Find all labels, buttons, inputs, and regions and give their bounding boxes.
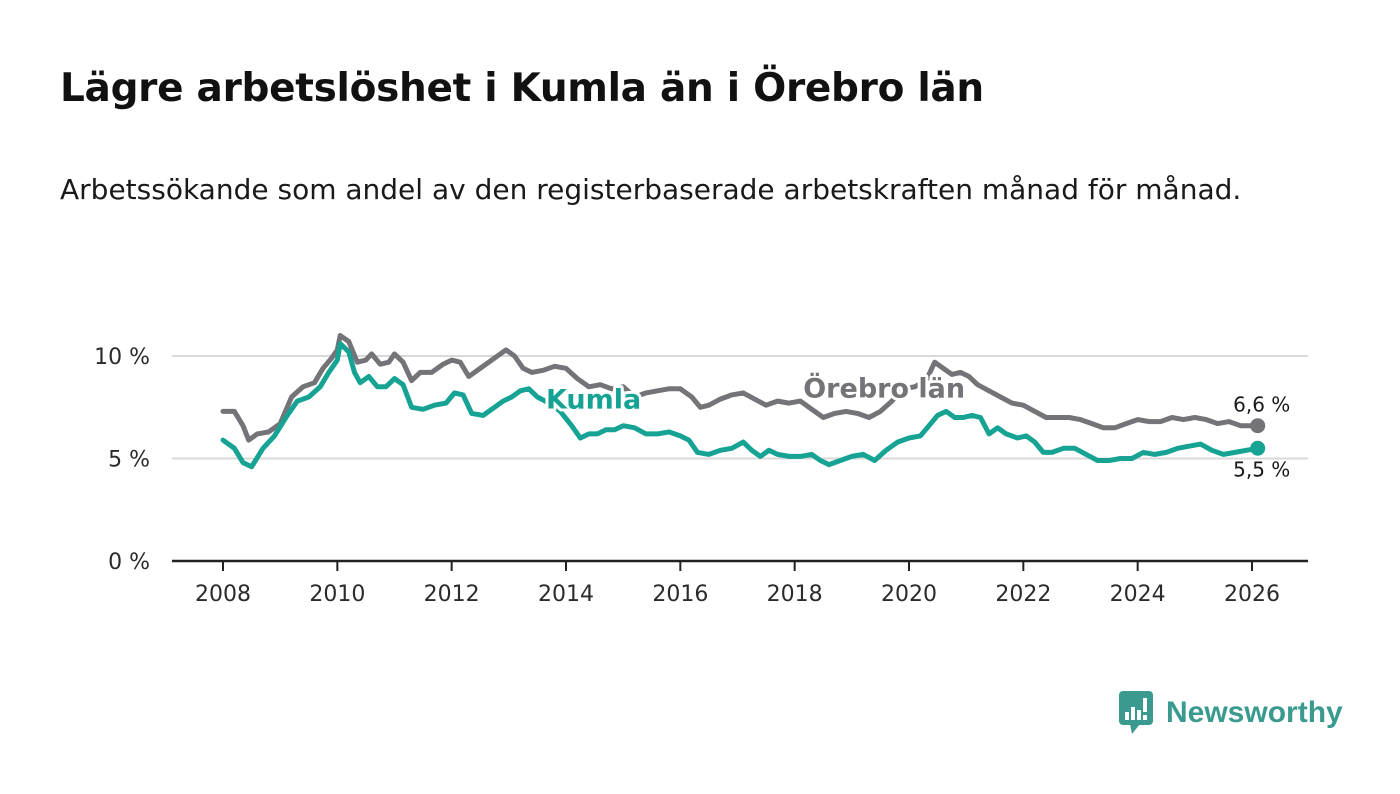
end-label-orebro: 6,6 % (1233, 393, 1290, 417)
x-tick-label: 2018 (767, 582, 823, 607)
x-tick-label: 2020 (881, 582, 937, 607)
x-tick-label: 2016 (652, 582, 708, 607)
x-tick-label: 2022 (995, 582, 1051, 607)
newsworthy-logo: Newsworthy (1118, 690, 1343, 736)
series-line-kumla (220, 341, 1261, 470)
series-line-orebro (220, 333, 1261, 443)
series-label-orebro: Örebro län (803, 371, 965, 404)
x-tick-label: 2024 (1110, 582, 1166, 607)
end-label-kumla: 5,5 % (1233, 457, 1290, 481)
x-tick-label: 2008 (195, 582, 251, 607)
series-label-kumla: Kumla (546, 385, 641, 416)
y-tick-label: 5 % (108, 448, 150, 473)
chart-subtitle: Arbetssökande som andel av den registerb… (60, 173, 1242, 206)
brand-name: Newsworthy (1166, 696, 1343, 729)
end-marker-orebro (1250, 418, 1266, 434)
end-marker-kumla (1250, 440, 1266, 456)
y-tick-label: 0 % (108, 550, 150, 575)
x-tick-label: 2026 (1224, 582, 1280, 607)
chat-bars-icon (1119, 691, 1153, 734)
chart-title: Lägre arbetslöshet i Kumla än i Örebro l… (60, 66, 984, 111)
x-tick-label: 2010 (309, 582, 365, 607)
x-tick-label: 2012 (424, 582, 480, 607)
x-tick-label: 2014 (538, 582, 594, 607)
y-tick-label: 10 % (94, 345, 150, 370)
